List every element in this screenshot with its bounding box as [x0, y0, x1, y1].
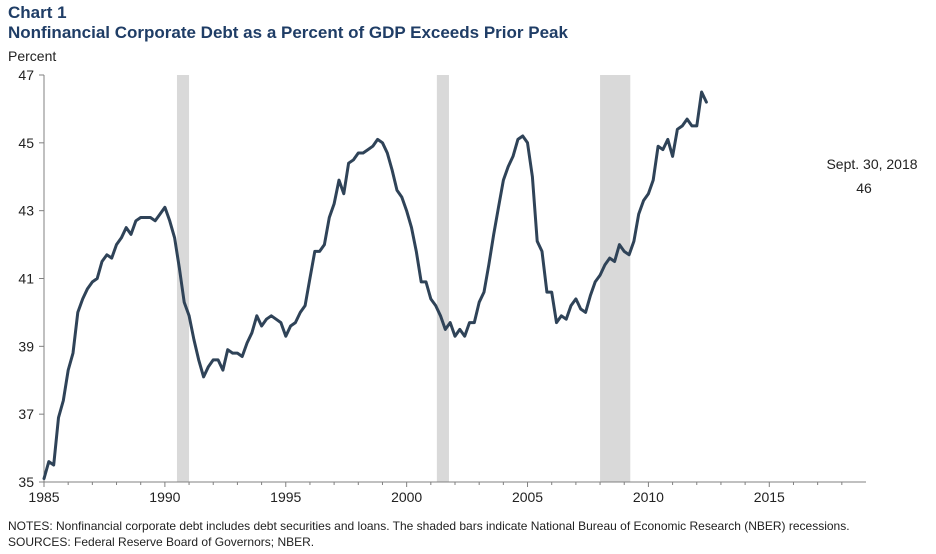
- line-chart: 35 37 39 41 43 45 47 1985 1990 1995 2000 2005 2010 20…: [18, 67, 917, 505]
- recession-bar-2: [436, 75, 449, 482]
- annotation-date-label: Sept. 30, 2018: [826, 156, 917, 172]
- x-tick-label-2000: 2000: [391, 489, 422, 505]
- x-tick-label-1985: 1985: [28, 489, 59, 505]
- sources-text: SOURCES: Federal Reserve Board of Govern…: [8, 535, 315, 549]
- series-line-1: [42, 90, 708, 481]
- recession-bar-3: [600, 75, 631, 482]
- chart-title: Nonfinancial Corporate Debt as a Percent…: [8, 23, 568, 42]
- chart-notes: NOTES: Nonfinancial corporate debt inclu…: [8, 518, 850, 550]
- x-tick-label-1990: 1990: [149, 489, 180, 505]
- y-tick-label-45: 45: [18, 135, 34, 151]
- chart-label: Chart 1: [8, 3, 67, 22]
- annotation-value-label: 46: [856, 180, 872, 196]
- y-tick-label-41: 41: [18, 271, 34, 287]
- y-tick-label-35: 35: [18, 474, 34, 490]
- y-tick-label-43: 43: [18, 203, 34, 219]
- x-tick-label-1995: 1995: [270, 489, 301, 505]
- x-tick-label-2005: 2005: [512, 489, 543, 505]
- x-tick-label-2010: 2010: [633, 489, 664, 505]
- recession-bar-1: [176, 75, 190, 482]
- y-axis-unit-label: Percent: [8, 48, 57, 64]
- y-tick-label-39: 39: [18, 338, 34, 354]
- y-tick-label-47: 47: [18, 67, 34, 83]
- y-tick-label-37: 37: [18, 406, 34, 422]
- notes-text: NOTES: Nonfinancial corporate debt inclu…: [8, 519, 850, 533]
- x-tick-label-2015: 2015: [754, 489, 785, 505]
